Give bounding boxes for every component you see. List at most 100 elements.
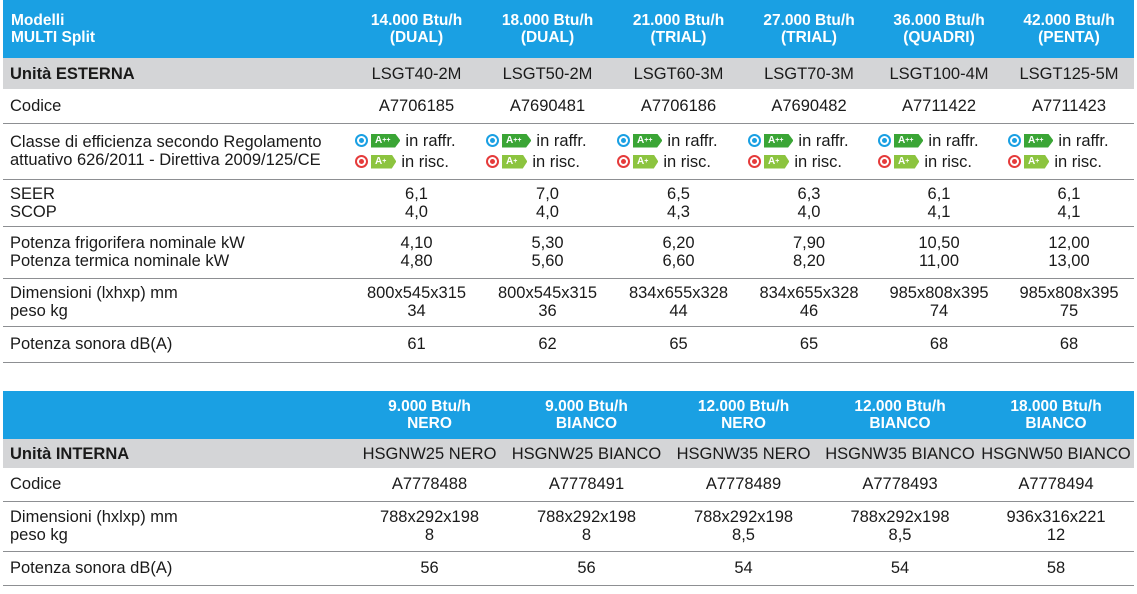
heating-efficiency: A + in risc. [1008,153,1102,171]
energy-class-badge: A ++ [1024,133,1054,148]
efficiency-cell: A ++ in raffr. A + in risc. [1004,123,1134,180]
indoor-unit-model: HSGNW25 NERO [351,439,508,468]
outdoor-codice-row: Codice A7706185 A7690481 A7706186 A76904… [3,89,1134,124]
energy-class-badge: A ++ [764,133,794,148]
outdoor-unit-model: LSGT50-2M [482,58,613,89]
sun-icon [617,155,630,168]
indoor-codice: A7778494 [978,468,1134,502]
indoor-codice-label: Codice [3,468,351,502]
indoor-header-empty [3,391,351,439]
indoor-sonora: 54 [822,551,978,586]
efficiency-cell: A ++ in raffr. A + in risc. [351,123,482,180]
outdoor-col-header: 14.000 Btu/h (DUAL) [351,0,482,58]
cooling-efficiency: A ++ in raffr. [355,132,456,150]
indoor-col-header: 18.000 Btu/h BIANCO [978,391,1134,439]
indoor-dim-row: Dimensioni (hxlxp) mm peso kg 788x292x198… [3,501,1134,552]
cooling-label: in raffr. [798,131,849,150]
outdoor-col-header: 27.000 Btu/h (TRIAL) [744,0,874,58]
outdoor-unit-row: Unità ESTERNA LSGT40-2M LSGT50-2M LSGT60… [3,58,1134,89]
outdoor-dim-label: Dimensioni (lxhxp) mm peso kg [3,278,351,327]
outdoor-dim-value: 800x545x315 36 [482,278,613,327]
sun-icon [748,155,761,168]
efficiency-cell: A ++ in raffr. A + in risc. [613,123,744,180]
indoor-header-row: 9.000 Btu/h NERO 9.000 Btu/h BIANCO 12.000… [3,391,1134,439]
indoor-sonora: 54 [665,551,822,586]
outdoor-sonora: 68 [874,326,1004,363]
efficiency-cell: A ++ in raffr. A + in risc. [482,123,613,180]
outdoor-dim-value: 985x808x395 75 [1004,278,1134,327]
outdoor-codice: A7706186 [613,89,744,124]
outdoor-unit-model: LSGT100-4M [874,58,1004,89]
heating-efficiency: A + in risc. [878,153,972,171]
indoor-sonora-label: Potenza sonora dB(A) [3,551,351,586]
potenza-value: 10,50 11,00 [874,226,1004,279]
cooling-label: in raffr. [667,131,718,150]
outdoor-codice: A7690481 [482,89,613,124]
indoor-sonora-row: Potenza sonora dB(A) 56 56 54 54 58 [3,551,1134,586]
energy-class-badge: A ++ [371,133,401,148]
efficiency-cell: A ++ in raffr. A + in risc. [874,123,1004,180]
outdoor-codice: A7711422 [874,89,1004,124]
outdoor-unit-model: LSGT40-2M [351,58,482,89]
outdoor-dim-value: 800x545x315 34 [351,278,482,327]
outdoor-sonora-row: Potenza sonora dB(A) 61 62 65 65 68 68 [3,326,1134,363]
outdoor-sonora: 68 [1004,326,1134,363]
outdoor-unit-label: Unità ESTERNA [3,58,351,89]
energy-class-badge: A + [502,154,528,169]
outdoor-units-table: Modelli MULTI Split 14.000 Btu/h (DUAL) 18… [3,0,1134,363]
indoor-codice: A7778491 [508,468,665,502]
heating-label: in risc. [924,152,972,171]
potenza-value: 4,10 4,80 [351,226,482,279]
indoor-unit-model: HSGNW35 BIANCO [822,439,978,468]
outdoor-codice: A7706185 [351,89,482,124]
cooling-efficiency: A ++ in raffr. [748,132,849,150]
sun-icon [355,155,368,168]
indoor-col-header: 12.000 Btu/h BIANCO [822,391,978,439]
indoor-dim-label: Dimensioni (hxlxp) mm peso kg [3,501,351,552]
indoor-units-table: 9.000 Btu/h NERO 9.000 Btu/h BIANCO 12.000… [3,391,1134,586]
energy-class-badge: A ++ [633,133,663,148]
seer-scop-value: 6,5 4,3 [613,179,744,227]
outdoor-sonora: 65 [744,326,874,363]
seer-scop-label: SEER SCOP [3,179,351,227]
cooling-label: in raffr. [405,131,456,150]
indoor-codice: A7778493 [822,468,978,502]
indoor-codice: A7778488 [351,468,508,502]
outdoor-unit-model: LSGT60-3M [613,58,744,89]
potenza-value: 6,20 6,60 [613,226,744,279]
outdoor-col-header: 36.000 Btu/h (QUADRI) [874,0,1004,58]
indoor-dim-value: 936x316x221 12 [978,501,1134,552]
energy-class-badge: A + [633,154,659,169]
outdoor-header-label: Modelli MULTI Split [3,0,351,58]
sun-icon [486,155,499,168]
outdoor-col-header: 42.000 Btu/h (PENTA) [1004,0,1134,58]
cooling-efficiency: A ++ in raffr. [1008,132,1109,150]
outdoor-unit-model: LSGT125-5M [1004,58,1134,89]
sun-icon [1008,155,1021,168]
energy-class-badge: A + [371,154,397,169]
energy-class-badge: A + [764,154,790,169]
seer-scop-row: SEER SCOP 6,1 4,0 7,0 4,0 6,5 4,3 6,3 4,0 6,1… [3,179,1134,227]
indoor-dim-value: 788x292x198 8 [508,501,665,552]
outdoor-col-header: 21.000 Btu/h (TRIAL) [613,0,744,58]
efficiency-badges: A ++ in raffr. A + in risc. [613,132,744,171]
potenza-value: 12,00 13,00 [1004,226,1134,279]
outdoor-header-row: Modelli MULTI Split 14.000 Btu/h (DUAL) 18… [3,0,1134,58]
heating-efficiency: A + in risc. [355,153,449,171]
cooling-efficiency: A ++ in raffr. [486,132,587,150]
seer-scop-value: 6,1 4,0 [351,179,482,227]
outdoor-sonora: 62 [482,326,613,363]
indoor-codice-row: Codice A7778488 A7778491 A7778489 A77784… [3,468,1134,502]
snowflake-icon [355,134,368,147]
indoor-sonora: 58 [978,551,1134,586]
heating-label: in risc. [663,152,711,171]
efficiency-cell: A ++ in raffr. A + in risc. [744,123,874,180]
efficiency-badges: A ++ in raffr. A + in risc. [744,132,874,171]
indoor-unit-row: Unità INTERNA HSGNW25 NERO HSGNW25 BIANC… [3,439,1134,468]
potenza-row: Potenza frigorifera nominale kW Potenza t… [3,226,1134,279]
outdoor-dim-value: 985x808x395 74 [874,278,1004,327]
indoor-dim-value: 788x292x198 8,5 [822,501,978,552]
indoor-sonora: 56 [508,551,665,586]
outdoor-sonora: 61 [351,326,482,363]
cooling-efficiency: A ++ in raffr. [617,132,718,150]
